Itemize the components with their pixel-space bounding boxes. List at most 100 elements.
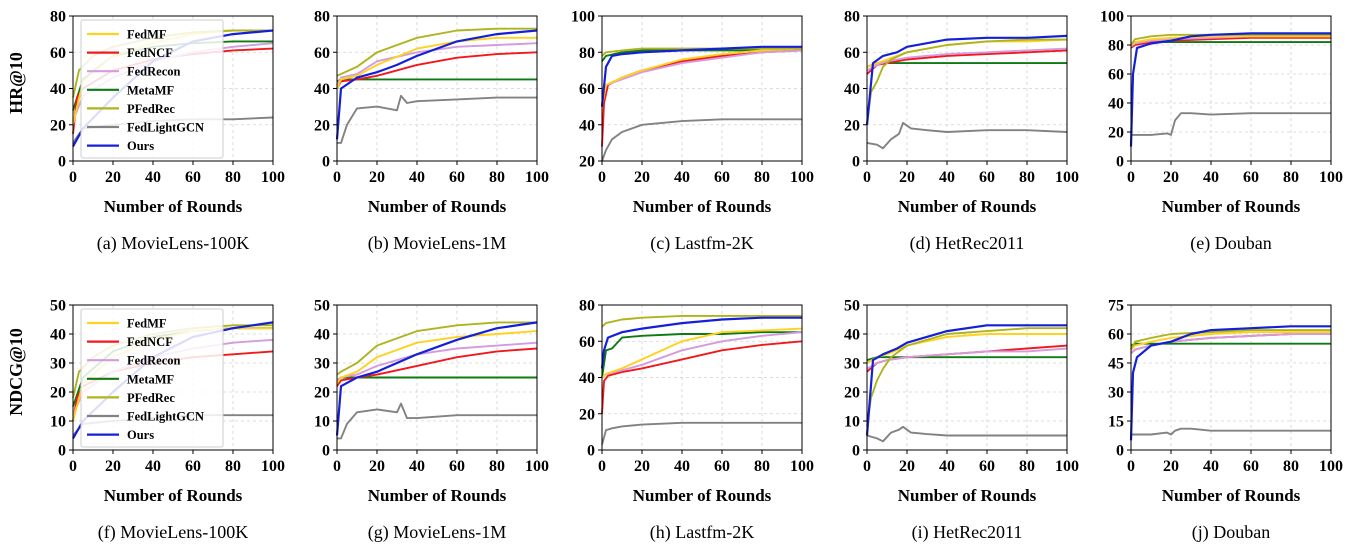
plot-frame [1130, 15, 1332, 162]
x-tick-label: 80 [489, 169, 505, 186]
y-tick-label: 0 [587, 443, 595, 460]
x-tick-label: 80 [1283, 169, 1299, 186]
y-tick-label: 40 [844, 327, 860, 344]
series-line-fedlightgcn [1131, 112, 1331, 136]
series-line-pfedrec [336, 321, 537, 376]
x-tick-label: 40 [409, 458, 425, 475]
chart-panel-7: 0 20 40 60 80 100 0 20 40 60 80 Number of Rounds (h)… [579, 298, 814, 544]
y-tick-label: 0 [1116, 443, 1124, 460]
chart-panel-6: 0 20 40 60 80 100 0 10 20 30 40 50 Number of Rounds (… [314, 298, 549, 544]
x-tick-label: 80 [489, 458, 505, 475]
x-tick-label: 80 [754, 458, 770, 475]
x-tick-label: 0 [1127, 458, 1135, 475]
chart-panel-1: 0 20 40 60 80 100 0 20 40 60 80 Number of Rounds (b)… [314, 9, 549, 255]
x-tick-label: 100 [1055, 458, 1079, 475]
y-tick-label: 20 [314, 385, 330, 402]
legend-label: FedRecon [127, 354, 181, 368]
legend-label: PFedRec [127, 391, 175, 405]
series-line-ours [600, 316, 802, 369]
legend-label: FedNCF [127, 46, 173, 60]
legend-label: FedMF [127, 317, 167, 331]
x-tick-label: 0 [69, 169, 77, 186]
x-tick-label: 60 [714, 458, 730, 475]
y-tick-label: 20 [579, 406, 595, 423]
series-line-fedmf [601, 47, 803, 107]
x-tick-label: 20 [899, 169, 915, 186]
series-line-fedrecon [866, 347, 1068, 370]
chart-panel-4: 0 20 40 60 80 100 0 20 40 60 80 100 Number of Rounds… [1100, 9, 1343, 255]
x-axis-label: Number of Rounds [104, 197, 243, 216]
y-tick-label: 80 [1108, 38, 1124, 55]
series-line-ours [1129, 32, 1331, 147]
row-label-ndcg: NDCG@10 [6, 328, 26, 416]
x-tick-label: 60 [714, 169, 730, 186]
x-axis-label: Number of Rounds [104, 486, 243, 505]
x-tick-label: 80 [1019, 169, 1035, 186]
x-tick-label: 20 [369, 458, 385, 475]
x-tick-label: 100 [1055, 169, 1079, 186]
series-line-fedlightgcn [866, 121, 1068, 150]
y-tick-label: 20 [50, 385, 66, 402]
y-tick-label: 40 [50, 81, 66, 98]
y-tick-label: 80 [579, 298, 595, 315]
x-tick-label: 60 [185, 458, 201, 475]
x-tick-label: 60 [979, 458, 995, 475]
x-tick-label: 60 [449, 169, 465, 186]
legend-label: FedLightGCN [127, 410, 204, 424]
legend-label: PFedRec [127, 102, 175, 116]
y-tick-label: 0 [852, 154, 860, 171]
series-line-fedlightgcn [337, 94, 537, 144]
x-tick-label: 40 [939, 458, 955, 475]
x-tick-label: 80 [1019, 458, 1035, 475]
chart-panel-5: 0 20 40 60 80 100 0 10 20 30 40 50 Number of Rounds (… [50, 298, 285, 544]
y-tick-label: 40 [579, 370, 595, 387]
y-tick-label: 60 [1108, 327, 1124, 344]
y-tick-label: 60 [314, 45, 330, 62]
y-tick-label: 40 [579, 117, 595, 134]
series-line-fedncf [336, 347, 538, 387]
x-tick-label: 0 [69, 458, 77, 475]
legend-box [80, 19, 224, 159]
x-tick-label: 80 [754, 169, 770, 186]
y-tick-label: 20 [50, 117, 66, 134]
series-line-fedmf [336, 36, 537, 89]
y-tick-label: 40 [844, 81, 860, 98]
x-tick-label: 20 [1163, 169, 1179, 186]
y-tick-label: 30 [844, 356, 860, 373]
series-line-fedmf [336, 330, 538, 384]
x-tick-label: 20 [369, 169, 385, 186]
legend: FedMF FedNCF FedRecon MetaMF PFedRec FedLight… [80, 19, 224, 159]
series-line-fedmf [1130, 331, 1331, 351]
y-tick-label: 0 [322, 443, 330, 460]
y-tick-label: 0 [1116, 154, 1124, 171]
series-line-fedlightgcn [337, 402, 537, 440]
series-line-fedrecon [866, 47, 1068, 72]
x-axis-label: Number of Rounds [368, 486, 507, 505]
panel-caption: (f) MovieLens-100K [98, 522, 248, 543]
series-line-ours [335, 29, 538, 140]
y-tick-label: 80 [50, 9, 66, 26]
series-line-ours [865, 324, 1067, 436]
chart-panel-3: 0 20 40 60 80 100 0 20 40 60 80 Number of Rounds (d)… [844, 9, 1079, 255]
y-tick-label: 40 [1108, 96, 1124, 113]
chart-panel-9: 0 20 40 60 80 100 0 15 30 45 60 75 Number of Rounds (… [1108, 298, 1343, 544]
x-tick-label: 40 [145, 169, 161, 186]
x-tick-label: 40 [939, 169, 955, 186]
y-tick-label: 40 [314, 81, 330, 98]
panel-caption: (j) Douban [1192, 522, 1270, 543]
x-tick-label: 0 [1127, 169, 1135, 186]
y-tick-label: 15 [1108, 414, 1124, 431]
series-line-metamf [1130, 342, 1331, 347]
plot-frame [336, 304, 538, 451]
x-tick-label: 40 [674, 169, 690, 186]
chart-panel-0: 0 20 40 60 80 100 0 20 40 60 80 Number of Rounds (a)… [50, 9, 285, 255]
x-tick-label: 80 [225, 458, 241, 475]
y-tick-label: 100 [1100, 9, 1124, 26]
y-tick-label: 20 [844, 117, 860, 134]
x-tick-label: 60 [1243, 169, 1259, 186]
x-axis-label: Number of Rounds [1162, 197, 1301, 216]
x-axis-label: Number of Rounds [898, 197, 1037, 216]
y-tick-label: 30 [314, 356, 330, 373]
legend-box [80, 308, 224, 448]
